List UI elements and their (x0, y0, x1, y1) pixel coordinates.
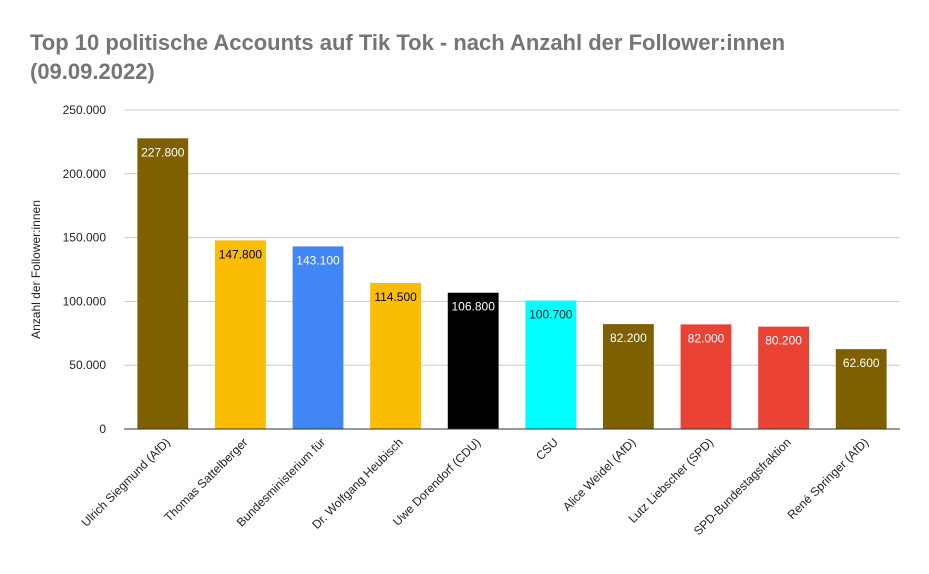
chart-title: Top 10 politische Accounts auf Tik Tok -… (30, 28, 910, 86)
data-label: 106.800 (452, 300, 496, 314)
bar (447, 292, 499, 429)
bar (835, 349, 887, 429)
data-label: 147.800 (219, 247, 263, 261)
data-labels: 227.800 147.800 143.100 114.500 106.800 100.7… (141, 145, 880, 370)
bar (137, 138, 189, 429)
data-label: 62.600 (843, 356, 880, 370)
bar (370, 282, 422, 429)
data-label: 143.100 (296, 253, 340, 267)
bar (602, 324, 654, 429)
y-tick-label: 0 (99, 422, 106, 436)
y-tick-label: 50.000 (69, 358, 106, 372)
x-tick-label: René Springer (AfD) (785, 435, 872, 522)
bars (137, 138, 887, 429)
y-axis-label: Anzahl der Follower:innen (29, 200, 43, 339)
chart-title-line2: (09.09.2022) (30, 59, 155, 84)
x-tick-label: Bundesministerium für (234, 435, 328, 529)
data-label: 100.700 (529, 308, 573, 322)
x-tick-label: Ulrich Siegmund (AfD) (79, 435, 173, 529)
data-label: 227.800 (141, 145, 185, 159)
y-axis-ticks: 0 50.000 100.000 150.000 200.000 250.000 (63, 103, 107, 436)
data-label: 80.200 (765, 334, 802, 348)
chart-title-line1: Top 10 politische Accounts auf Tik Tok -… (30, 30, 786, 55)
bar (214, 240, 266, 429)
bar (680, 324, 732, 429)
x-tick-label: Alice Weidel (AfD) (560, 435, 639, 514)
y-tick-label: 100.000 (63, 294, 107, 308)
data-label: 82.000 (688, 331, 725, 345)
x-tick-label: Lutz Liebscher (SPD) (626, 435, 717, 526)
bar (292, 246, 344, 429)
bar (525, 300, 577, 429)
data-label: 82.200 (610, 331, 647, 345)
data-label: 114.500 (374, 290, 417, 304)
x-tick-label: Thomas Sattelberger (161, 435, 250, 524)
y-tick-label: 200.000 (63, 167, 107, 181)
x-axis-ticks: Ulrich Siegmund (AfD)Thomas Sattelberger… (79, 435, 872, 538)
bar (758, 326, 810, 429)
x-tick-label: Uwe Dorendorf (CDU) (390, 435, 483, 528)
y-tick-label: 250.000 (63, 103, 107, 117)
x-tick-label: CSU (533, 435, 561, 463)
y-tick-label: 150.000 (63, 231, 107, 245)
